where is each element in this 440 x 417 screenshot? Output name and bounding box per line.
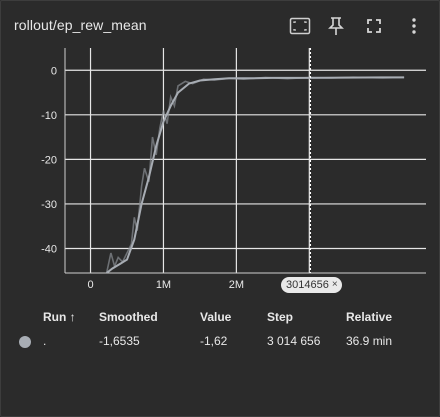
y-tick-label: -40 (41, 243, 57, 255)
fit-domain-icon (289, 17, 311, 35)
y-tick-label: -20 (41, 154, 57, 166)
table-row: . -1,6535 -1,62 3 014 656 36.9 min (1, 331, 440, 351)
card-title: rollout/ep_rew_mean (14, 17, 147, 33)
header-smoothed[interactable]: Smoothed (99, 310, 158, 324)
table-header: Run ↑ Smoothed Value Step Relative (1, 307, 440, 327)
header-relative[interactable]: Relative (346, 310, 392, 324)
x-tick-label: 1M (156, 279, 171, 291)
smoothed-series-line (107, 77, 405, 273)
pin-icon (328, 16, 344, 36)
header-run[interactable]: Run ↑ (43, 310, 76, 324)
x-tick-label: 2M (229, 279, 244, 291)
step-badge-value: 3014656 (286, 277, 329, 293)
fit-domain-button[interactable] (287, 13, 313, 39)
y-tick-label: -30 (41, 199, 57, 211)
line-chart[interactable]: 0 -10 -20 -30 -40 0 1M 2M (1, 41, 440, 301)
chart-svg[interactable]: 0 -10 -20 -30 -40 0 1M 2M (1, 41, 440, 301)
more-vert-icon (411, 17, 417, 35)
step-badge[interactable]: 3014656 × (281, 277, 342, 293)
header-value[interactable]: Value (200, 310, 231, 324)
cell-smoothed: -1,6535 (99, 334, 140, 348)
cell-relative: 36.9 min (346, 334, 392, 348)
close-icon[interactable]: × (332, 277, 338, 293)
y-tick-label: 0 (51, 65, 57, 77)
x-tick-label: 0 (87, 279, 93, 291)
cell-value: -1,62 (200, 334, 227, 348)
pin-button[interactable] (323, 13, 349, 39)
cell-run: . (43, 334, 46, 348)
more-options-button[interactable] (401, 13, 427, 39)
y-tick-label: -10 (41, 110, 57, 122)
data-table: Run ↑ Smoothed Value Step Relative . -1,… (1, 307, 440, 351)
raw-series-line (107, 77, 405, 273)
fullscreen-button[interactable] (361, 13, 387, 39)
header-step[interactable]: Step (267, 310, 293, 324)
run-color-dot (19, 336, 31, 348)
cell-step: 3 014 656 (267, 334, 320, 348)
fullscreen-icon (366, 18, 382, 34)
